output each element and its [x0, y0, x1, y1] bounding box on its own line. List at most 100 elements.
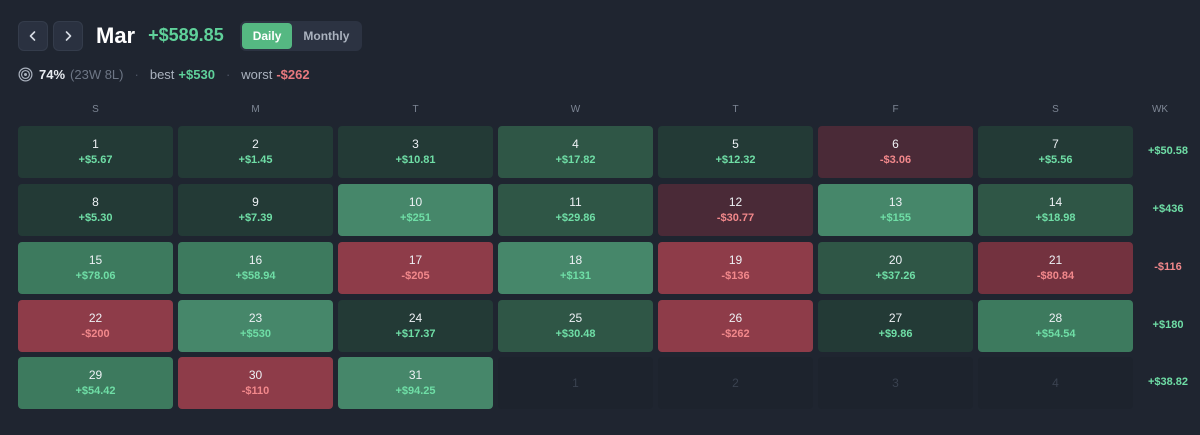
day-cell[interactable]: 6 -$3.06: [818, 126, 973, 178]
day-pnl: +$9.86: [878, 327, 913, 340]
next-month-day-cell: 4: [978, 357, 1133, 409]
day-cell[interactable]: 27 +$9.86: [818, 300, 973, 352]
day-number: 1: [572, 375, 579, 390]
day-number: 26: [728, 310, 743, 325]
day-cell[interactable]: 15 +$78.06: [18, 242, 173, 294]
day-pnl: +$530: [240, 327, 271, 340]
day-pnl: +$17.37: [395, 327, 436, 340]
day-cell[interactable]: 7 +$5.56: [978, 126, 1133, 178]
day-pnl: +$10.81: [395, 153, 436, 166]
win-rate: 74%: [39, 67, 66, 82]
day-cell[interactable]: 14 +$18.98: [978, 184, 1133, 236]
day-cell[interactable]: 5 +$12.32: [658, 126, 813, 178]
week-total: -$116: [1154, 261, 1182, 273]
day-cell[interactable]: 13 +$155: [818, 184, 973, 236]
day-pnl: +$18.98: [1035, 211, 1076, 224]
day-number: 9: [252, 194, 259, 209]
day-cell[interactable]: 8 +$5.30: [18, 184, 173, 236]
day-pnl: +$5.30: [78, 211, 113, 224]
day-number: 28: [1048, 310, 1063, 325]
day-cell[interactable]: 29 +$54.42: [18, 357, 173, 409]
weekday-label: S: [1052, 104, 1059, 115]
day-cell[interactable]: 2 +$1.45: [178, 126, 333, 178]
day-cell[interactable]: 19 -$136: [658, 242, 813, 294]
day-pnl: +$58.94: [235, 269, 276, 282]
day-cell[interactable]: 18 +$131: [498, 242, 653, 294]
day-cell[interactable]: 16 +$58.94: [178, 242, 333, 294]
day-pnl: +$5.67: [78, 153, 113, 166]
day-number: 23: [248, 310, 263, 325]
win-loss-record: (23W 8L): [70, 67, 124, 82]
day-pnl: -$30.77: [716, 211, 755, 224]
day-number: 25: [568, 310, 583, 325]
day-cell[interactable]: 21 -$80.84: [978, 242, 1133, 294]
week-total: +$180: [1152, 319, 1184, 331]
next-month-button[interactable]: [53, 20, 83, 51]
day-number: 14: [1048, 194, 1063, 209]
worst-label: worst: [241, 67, 273, 82]
day-cell[interactable]: 10 +$251: [338, 184, 493, 236]
day-cell[interactable]: 17 -$205: [338, 242, 493, 294]
day-number: 15: [88, 252, 103, 267]
day-pnl: +$30.48: [555, 327, 596, 340]
day-cell[interactable]: 3 +$10.81: [338, 126, 493, 178]
day-number: 17: [408, 252, 423, 267]
weekday-label: S: [92, 104, 99, 115]
best-label: best: [149, 67, 175, 82]
day-number: 4: [1052, 375, 1059, 390]
day-number: 2: [252, 136, 259, 151]
stats-bar: 74% (23W 8L) · best +$530 · worst -$262: [18, 67, 310, 82]
day-cell[interactable]: 28 +$54.54: [978, 300, 1133, 352]
day-number: 12: [728, 194, 743, 209]
day-cell[interactable]: 25 +$30.48: [498, 300, 653, 352]
day-pnl: -$262: [721, 327, 750, 340]
day-cell[interactable]: 23 +$530: [178, 300, 333, 352]
day-cell[interactable]: 22 -$200: [18, 300, 173, 352]
day-pnl: +$155: [880, 211, 911, 224]
prev-month-button[interactable]: [18, 20, 48, 51]
day-pnl: +$54.54: [1035, 327, 1076, 340]
day-number: 3: [892, 375, 899, 390]
day-number: 29: [88, 367, 103, 382]
day-pnl: +$17.82: [555, 153, 596, 166]
day-cell[interactable]: 20 +$37.26: [818, 242, 973, 294]
day-cell[interactable]: 11 +$29.86: [498, 184, 653, 236]
day-cell[interactable]: 30 -$110: [178, 357, 333, 409]
day-number: 19: [728, 252, 743, 267]
day-pnl: -$80.84: [1036, 269, 1075, 282]
day-number: 1: [92, 136, 99, 151]
week-total: +$50.58: [1147, 145, 1189, 157]
day-pnl: -$205: [401, 269, 430, 282]
day-number: 30: [248, 367, 263, 382]
week-total: +$38.82: [1147, 376, 1189, 388]
separator-dot: ·: [225, 67, 231, 82]
target-icon: [18, 67, 33, 82]
day-cell[interactable]: 12 -$30.77: [658, 184, 813, 236]
day-pnl: -$3.06: [879, 153, 912, 166]
monthly-tab[interactable]: Monthly: [303, 28, 350, 43]
day-cell[interactable]: 4 +$17.82: [498, 126, 653, 178]
day-number: 3: [412, 136, 419, 151]
weekday-label: M: [251, 104, 260, 115]
day-number: 2: [732, 375, 739, 390]
day-number: 7: [1052, 136, 1059, 151]
day-number: 31: [408, 367, 423, 382]
day-pnl: -$200: [81, 327, 110, 340]
day-number: 21: [1048, 252, 1063, 267]
day-pnl: +$5.56: [1038, 153, 1073, 166]
day-number: 5: [732, 136, 739, 151]
day-pnl: +$94.25: [395, 384, 436, 397]
day-pnl: -$110: [241, 384, 270, 397]
day-pnl: +$131: [560, 269, 591, 282]
day-cell[interactable]: 24 +$17.37: [338, 300, 493, 352]
day-number: 10: [408, 194, 423, 209]
month-total: +$589.85: [148, 25, 224, 45]
day-cell[interactable]: 31 +$94.25: [338, 357, 493, 409]
day-cell[interactable]: 1 +$5.67: [18, 126, 173, 178]
daily-tab[interactable]: Daily: [241, 22, 293, 49]
day-pnl: +$12.32: [715, 153, 756, 166]
week-total: +$436: [1152, 203, 1184, 215]
day-pnl: +$37.26: [875, 269, 916, 282]
day-cell[interactable]: 26 -$262: [658, 300, 813, 352]
day-cell[interactable]: 9 +$7.39: [178, 184, 333, 236]
